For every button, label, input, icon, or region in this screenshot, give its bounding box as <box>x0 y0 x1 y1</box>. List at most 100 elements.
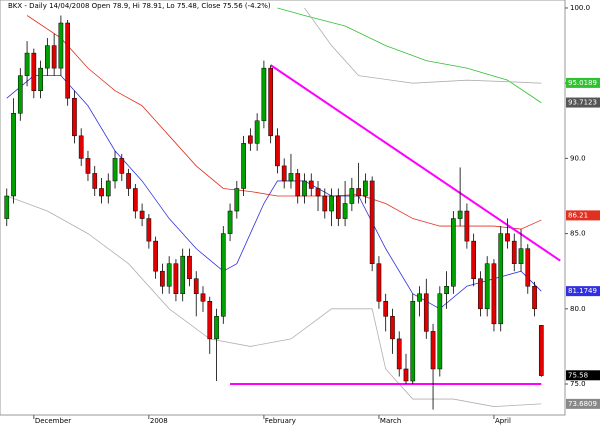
candle-body <box>423 293 429 332</box>
candle-body <box>58 22 64 69</box>
candle-body <box>234 188 240 212</box>
candle-body <box>417 293 422 302</box>
candle-body <box>315 188 321 197</box>
last-value-label: 95.0189 <box>568 79 597 87</box>
indicator-line <box>6 195 542 407</box>
last-value-label: 81.1749 <box>568 287 597 295</box>
candle-body <box>65 22 71 99</box>
candle-body <box>308 180 314 189</box>
chart-title: BKX - Daily 14/04/2008 Open 78.9, Hi 78.… <box>8 2 271 10</box>
candle-body <box>241 143 246 189</box>
last-value-label: 93.7123 <box>568 99 597 107</box>
candle-body <box>329 195 334 212</box>
candle-body <box>410 301 416 382</box>
candle-body <box>214 316 219 340</box>
candle-body <box>383 301 389 317</box>
candle-body <box>356 188 361 197</box>
candle-body <box>207 301 213 340</box>
candle-body <box>511 240 517 264</box>
candle-body <box>85 158 91 174</box>
candle-body <box>478 278 483 310</box>
candle-body <box>295 173 301 197</box>
y-tick-label: 100.0 <box>570 4 590 12</box>
candle-body <box>72 97 77 137</box>
indicator-line <box>304 7 542 84</box>
candle-body <box>403 368 409 382</box>
candle-body <box>51 45 57 69</box>
last-value-label: 86.21 <box>568 211 588 219</box>
candle-body <box>227 210 233 234</box>
x-tick-label: December <box>35 417 71 425</box>
candle-body <box>390 316 395 340</box>
y-tick-label: 85.0 <box>570 230 586 238</box>
candle-body <box>187 255 192 279</box>
candle-body <box>92 173 98 189</box>
x-tick-label: March <box>380 417 401 425</box>
candle-body <box>525 248 531 287</box>
candle-body <box>342 203 348 219</box>
candle-body <box>302 180 307 197</box>
last-value-box <box>566 77 600 88</box>
candle-body <box>31 52 37 91</box>
last-value-box <box>566 286 600 297</box>
candle-body <box>288 173 294 182</box>
candle-body <box>349 188 355 204</box>
last-value-box <box>566 210 600 221</box>
candle-body <box>248 135 253 144</box>
candle-body <box>17 75 23 114</box>
last-value-box <box>566 398 600 409</box>
y-tick-label: 80.0 <box>570 305 586 313</box>
candle-body <box>200 293 206 302</box>
candle-body <box>126 173 131 189</box>
candle-body <box>457 210 463 219</box>
candle-body <box>4 195 10 219</box>
candle-body <box>505 233 510 242</box>
last-value-box <box>566 97 600 108</box>
candle-body <box>275 135 280 167</box>
candle-body <box>464 210 470 242</box>
candle-body <box>376 263 382 302</box>
trend-line <box>270 64 561 262</box>
candle-body <box>146 218 152 242</box>
candle-body <box>220 233 226 317</box>
candle-body <box>180 255 186 295</box>
candle-body <box>471 240 477 279</box>
candle-body <box>281 165 287 182</box>
candle-body <box>335 195 341 219</box>
candle-body <box>173 263 179 295</box>
candle-body <box>268 67 274 137</box>
candle-body <box>444 285 449 295</box>
x-tick-label: February <box>265 417 296 425</box>
candle-body <box>160 270 165 287</box>
candle-body <box>166 263 172 287</box>
candle-body <box>11 113 16 197</box>
candle-body <box>119 158 125 174</box>
candle-body <box>430 331 436 370</box>
candle-body <box>132 188 138 212</box>
indicator-line <box>6 75 542 310</box>
x-tick-label: 2008 <box>150 417 168 425</box>
last-value-label: 73.6809 <box>568 400 597 408</box>
y-tick-label: 90.0 <box>570 154 586 162</box>
candle-body <box>105 180 111 197</box>
candle-body <box>254 120 260 144</box>
candle-body <box>484 263 490 310</box>
last-value-label: 75.58 <box>568 371 588 379</box>
candle-body <box>451 218 456 287</box>
candle-body <box>437 293 443 370</box>
candle-body <box>261 67 267 122</box>
candle-body <box>396 338 402 370</box>
candle-body <box>498 233 504 325</box>
candle-body <box>24 52 30 76</box>
candle-body <box>38 67 43 91</box>
candle-body <box>99 188 104 197</box>
candle-body <box>153 240 158 272</box>
candle-body <box>491 263 497 325</box>
candle-body <box>363 180 368 197</box>
y-tick-label: 75.0 <box>570 380 586 388</box>
candle-body <box>193 278 199 295</box>
indicator-line <box>26 15 542 230</box>
candle-body <box>518 248 524 264</box>
candle-body <box>139 210 145 219</box>
